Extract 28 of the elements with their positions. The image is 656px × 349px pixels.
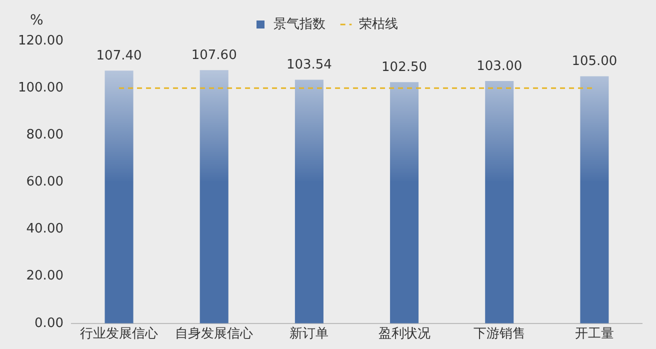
legend-label: 景气指数: [274, 16, 326, 32]
y-tick-label: 120.00: [18, 33, 64, 48]
x-tick-label: 自身发展信心: [175, 326, 254, 342]
bar: [294, 80, 324, 324]
y-tick-label: 20.00: [26, 268, 64, 284]
x-tick-label: 盈利状况: [378, 326, 430, 342]
x-tick-label: 下游销售: [473, 326, 526, 342]
x-tick-label: 新订单: [290, 326, 329, 342]
legend-label: 荣枯线: [359, 16, 398, 32]
y-tick-label: 60.00: [26, 174, 64, 190]
bar: [580, 76, 609, 324]
data-label: 105.00: [572, 54, 618, 70]
data-label: 103.00: [476, 58, 522, 74]
bar: [485, 81, 514, 324]
data-label: 102.50: [382, 60, 428, 76]
bar: [200, 70, 228, 324]
x-tick-label: 开工量: [574, 326, 614, 342]
bar: [390, 82, 419, 324]
y-tick-label: 100.00: [18, 80, 64, 96]
data-label: 107.60: [191, 48, 237, 64]
bar: [104, 70, 134, 324]
data-label: 103.54: [286, 58, 332, 73]
y-tick-label: 40.00: [26, 222, 64, 237]
y-tick-label: 0.00: [34, 316, 64, 331]
data-label: 107.40: [96, 48, 142, 64]
y-tick-label: 80.00: [26, 128, 64, 143]
x-tick-label: 行业发展信心: [80, 326, 158, 342]
y-axis-title: %: [30, 12, 44, 29]
